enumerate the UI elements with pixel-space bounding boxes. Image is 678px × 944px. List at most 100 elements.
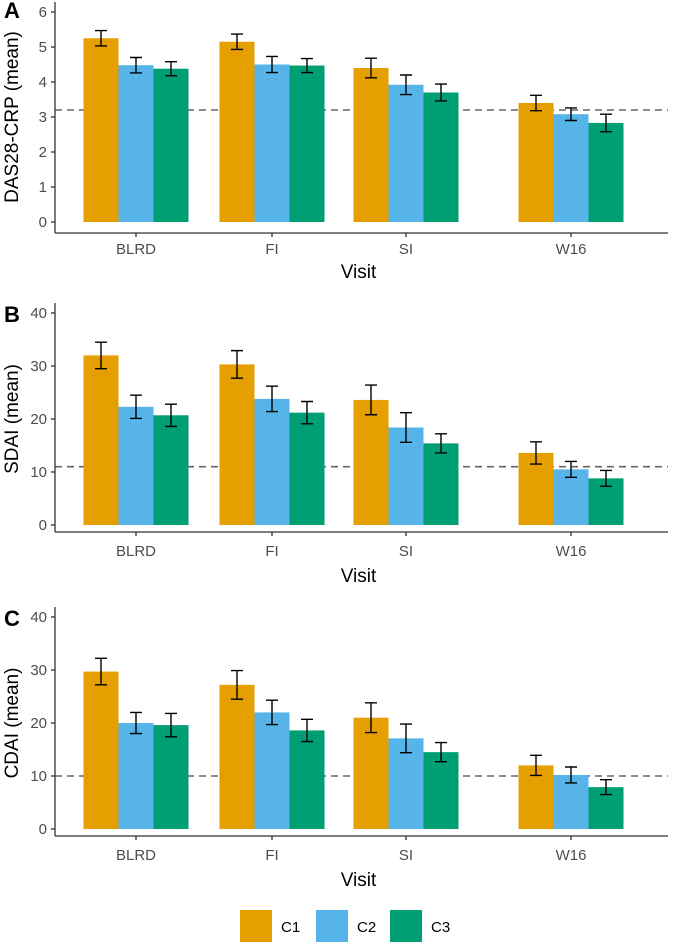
y-axis-title: CDAI (mean) — [2, 668, 23, 779]
legend-swatch-c3 — [390, 910, 422, 942]
error-bar-c3-w16 — [600, 779, 612, 796]
error-bar-c1-w16 — [530, 441, 542, 465]
bar-c1-fi — [219, 364, 255, 525]
y-tick-label: 30 — [30, 358, 47, 375]
bar-c2-blrd — [118, 723, 154, 829]
error-bar-c3-blrd — [165, 712, 177, 738]
bar-c2-fi — [254, 398, 290, 525]
legend-label-c3: C3 — [431, 919, 450, 936]
x-tick-label: W16 — [556, 847, 587, 864]
error-bar-c1-si — [365, 57, 377, 79]
y-tick-label: 20 — [30, 715, 47, 732]
x-tick-label: W16 — [556, 543, 587, 560]
error-bar-c3-fi — [301, 57, 313, 74]
bar-c3-si — [423, 443, 459, 525]
error-bar-c3-si — [435, 83, 447, 102]
legend-swatch-c2 — [316, 910, 348, 942]
panel-tag: B — [4, 302, 20, 327]
error-bar-c1-fi — [231, 349, 243, 379]
x-axis-title: Visit — [341, 870, 377, 891]
bar-c3-blrd — [153, 68, 189, 222]
error-bar-c2-fi — [266, 55, 278, 74]
y-tick-label: 0 — [39, 821, 47, 838]
error-bar-c1-si — [365, 702, 377, 734]
error-bar-c2-fi — [266, 699, 278, 726]
bar-c3-fi — [289, 412, 325, 525]
error-bar-c2-si — [400, 74, 412, 96]
bar-c2-w16 — [553, 114, 589, 222]
x-tick-label: FI — [265, 241, 278, 258]
legend-swatch-c1 — [240, 910, 272, 942]
bar-c1-si — [353, 717, 389, 829]
error-bar-c1-si — [365, 384, 377, 416]
x-tick-label: BLRD — [116, 241, 156, 258]
error-bar-c1-fi — [231, 669, 243, 700]
bar-c3-w16 — [588, 122, 624, 222]
error-bar-c3-fi — [301, 718, 313, 743]
bar-c1-si — [353, 68, 389, 222]
y-tick-label: 30 — [30, 662, 47, 679]
error-bar-c2-blrd — [130, 56, 142, 74]
bar-c1-fi — [219, 684, 255, 829]
x-tick-label: SI — [399, 241, 413, 258]
bar-c3-fi — [289, 65, 325, 222]
legend-label-c2: C2 — [357, 919, 376, 936]
error-bar-c2-blrd — [130, 711, 142, 735]
error-bar-c1-w16 — [530, 754, 542, 777]
bar-c2-si — [388, 738, 424, 829]
x-tick-label: BLRD — [116, 543, 156, 560]
error-bar-c3-blrd — [165, 403, 177, 428]
panel-b: 0 10 20 30 40 BLRD FI SI W16 Visit SDAI (mean) B — [2, 302, 668, 587]
x-axis-title: Visit — [341, 262, 377, 283]
error-bar-c2-si — [400, 411, 412, 444]
x-tick-label: SI — [399, 543, 413, 560]
y-tick-label: 2 — [39, 144, 47, 161]
error-bar-c1-blrd — [95, 29, 107, 47]
error-bar-c3-fi — [301, 400, 313, 425]
error-bar-c3-w16 — [600, 113, 612, 133]
bar-c1-w16 — [518, 452, 554, 525]
error-bar-c2-w16 — [565, 460, 577, 478]
x-tick-label: BLRD — [116, 847, 156, 864]
y-axis-title: DAS28-CRP (mean) — [2, 31, 23, 203]
y-tick-label: 5 — [39, 39, 47, 56]
error-bar-c1-fi — [231, 33, 243, 51]
error-bar-c2-si — [400, 723, 412, 754]
y-tick-label: 3 — [39, 109, 47, 126]
bar-c1-fi — [219, 41, 255, 222]
bar-c2-blrd — [118, 406, 154, 525]
panel-tag: A — [4, 0, 20, 23]
x-axis-title: Visit — [341, 566, 377, 587]
bar-c1-blrd — [83, 38, 119, 222]
bar-c3-fi — [289, 730, 325, 829]
panel-a: 0 1 2 3 4 5 6 BLRD FI SI W16 Visit DAS28-CRP (mean) A — [2, 0, 668, 283]
bar-c2-blrd — [118, 65, 154, 222]
panel-c: 0 10 20 30 40 BLRD FI SI W16 Visit CDAI (mean) C — [2, 606, 668, 891]
error-bar-c3-si — [435, 433, 447, 454]
y-tick-label: 6 — [39, 4, 47, 21]
bar-c1-w16 — [518, 103, 554, 222]
y-tick-label: 4 — [39, 74, 47, 91]
x-tick-label: SI — [399, 847, 413, 864]
legend-label-c1: C1 — [281, 919, 300, 936]
error-bar-c2-fi — [266, 385, 278, 413]
bar-c2-w16 — [553, 469, 589, 525]
error-bar-c2-w16 — [565, 766, 577, 784]
x-tick-label: FI — [265, 543, 278, 560]
bar-c2-fi — [254, 64, 290, 222]
error-bar-c3-w16 — [600, 469, 612, 488]
y-tick-label: 1 — [39, 179, 47, 196]
bar-c1-blrd — [83, 671, 119, 829]
error-bar-c3-blrd — [165, 61, 177, 77]
legend: C1 C2 C3 — [240, 910, 450, 942]
bar-c2-w16 — [553, 774, 589, 829]
error-bar-c1-blrd — [95, 657, 107, 686]
y-tick-label: 0 — [39, 517, 47, 534]
y-tick-label: 40 — [30, 609, 47, 626]
x-tick-label: FI — [265, 847, 278, 864]
panel-tag: C — [4, 606, 20, 631]
bar-c3-si — [423, 752, 459, 829]
bar-c3-blrd — [153, 725, 189, 829]
y-tick-label: 10 — [30, 464, 47, 481]
